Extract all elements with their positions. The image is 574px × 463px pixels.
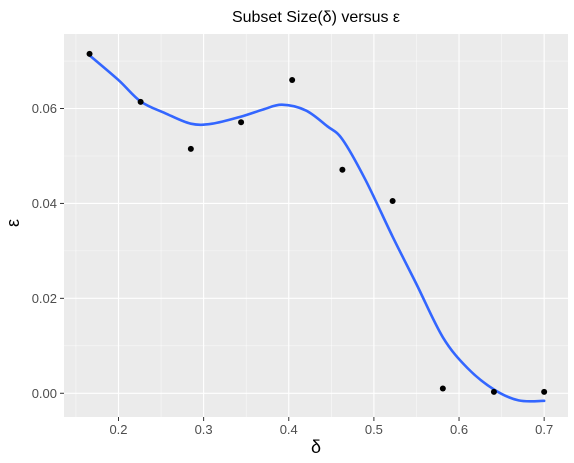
data-point [289, 77, 296, 84]
x-axis-title: δ [311, 437, 321, 457]
x-tick-label: 0.5 [365, 422, 383, 437]
grid-major-lines [64, 34, 568, 417]
data-point [541, 388, 548, 395]
data-point [389, 198, 396, 205]
smooth-layer [88, 54, 546, 403]
data-point [86, 50, 93, 57]
y-tick-label: 0.00 [32, 386, 57, 401]
y-axis-title: ε [3, 219, 23, 227]
grid-minor-lines [64, 34, 568, 417]
points-layer [86, 50, 548, 395]
data-point [137, 98, 144, 105]
x-tick-label: 0.6 [450, 422, 468, 437]
x-tick-label: 0.7 [535, 422, 553, 437]
x-tick-label: 0.4 [280, 422, 298, 437]
smooth-line [88, 54, 546, 403]
y-axis: 0.00 0.02 0.04 0.06 [32, 101, 64, 401]
data-point [187, 145, 194, 152]
y-tick-label: 0.04 [32, 196, 57, 211]
x-axis: 0.2 0.3 0.4 0.5 0.6 0.7 [109, 417, 553, 437]
chart-title: Subset Size(δ) versus ε [232, 9, 400, 26]
data-point [238, 119, 245, 126]
data-point [490, 388, 497, 395]
data-point [339, 166, 346, 173]
x-tick-label: 0.3 [195, 422, 213, 437]
x-tick-label: 0.2 [109, 422, 127, 437]
y-tick-label: 0.02 [32, 291, 57, 306]
plot-panel [64, 34, 568, 417]
y-tick-label: 0.06 [32, 101, 57, 116]
data-point [439, 385, 446, 392]
